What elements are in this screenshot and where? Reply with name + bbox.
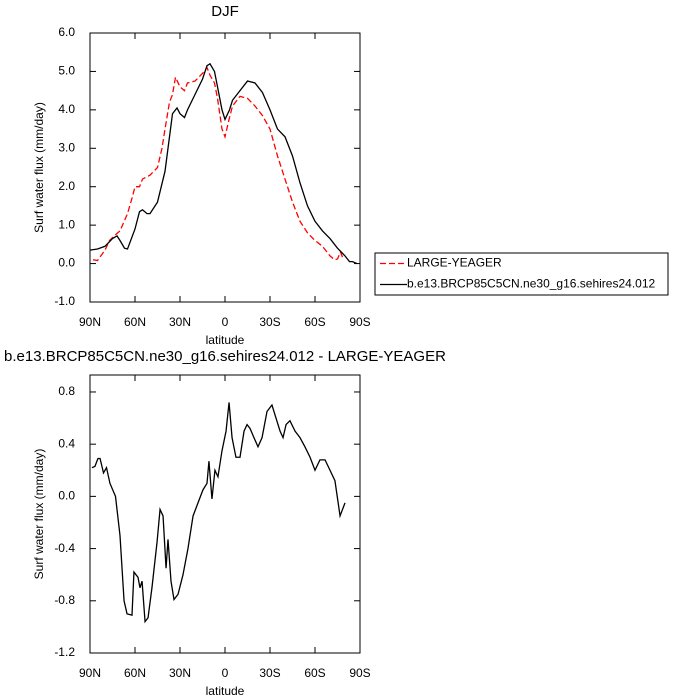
x-tick-label: 30S	[259, 666, 280, 680]
x-tick-label: 90N	[79, 315, 101, 329]
legend-box	[374, 252, 669, 296]
y-axis-label: Surf water flux (mm/day)	[32, 102, 46, 233]
y-tick-label: 0.0	[58, 256, 75, 270]
y-tick-label: 0.8	[58, 384, 75, 398]
y-tick-label: 4.0	[58, 102, 75, 116]
x-tick-label: 60S	[304, 315, 325, 329]
y-tick-label: 2.0	[58, 179, 75, 193]
x-tick-label: 90S	[349, 315, 370, 329]
x-tick-label: 60N	[124, 315, 146, 329]
y-tick-label: 0.4	[58, 436, 75, 450]
y-tick-label: 6.0	[58, 25, 75, 39]
x-tick-label: 90S	[349, 666, 370, 680]
y-tick-label: -0.8	[54, 593, 75, 607]
legend-label: b.e13.BRCP85C5CN.ne30_g16.sehires24.012	[407, 277, 655, 291]
x-tick-label: 90N	[79, 666, 101, 680]
y-tick-label: 3.0	[58, 140, 75, 154]
legend-label: LARGE-YEAGER	[407, 256, 502, 270]
chart-title: b.e13.BRCP85C5CN.ne30_g16.sehires24.012 …	[4, 348, 446, 365]
y-tick-label: 1.0	[58, 217, 75, 231]
plot-frame	[89, 374, 361, 654]
y-tick-label: 0.0	[58, 489, 75, 503]
data-line	[91, 402, 346, 624]
data-line	[92, 66, 345, 262]
x-tick-label: 0	[222, 315, 229, 329]
y-tick-label: -0.4	[54, 541, 75, 555]
x-tick-label: 30N	[169, 315, 191, 329]
x-tick-label: 60S	[304, 666, 325, 680]
y-tick-label: -1.0	[54, 294, 75, 308]
data-line	[89, 62, 358, 265]
x-tick-label: 0	[222, 666, 229, 680]
x-tick-label: 30S	[259, 315, 280, 329]
y-tick-label: 5.0	[58, 64, 75, 78]
x-axis-label: latitude	[206, 684, 245, 698]
plot-frame	[89, 32, 361, 303]
x-tick-label: 30N	[169, 666, 191, 680]
y-axis-label: Surf water flux (mm/day)	[32, 449, 46, 580]
x-axis-label: latitude	[206, 333, 245, 347]
y-tick-label: -1.2	[54, 645, 75, 659]
x-tick-label: 60N	[124, 666, 146, 680]
chart-title: DJF	[211, 3, 239, 20]
